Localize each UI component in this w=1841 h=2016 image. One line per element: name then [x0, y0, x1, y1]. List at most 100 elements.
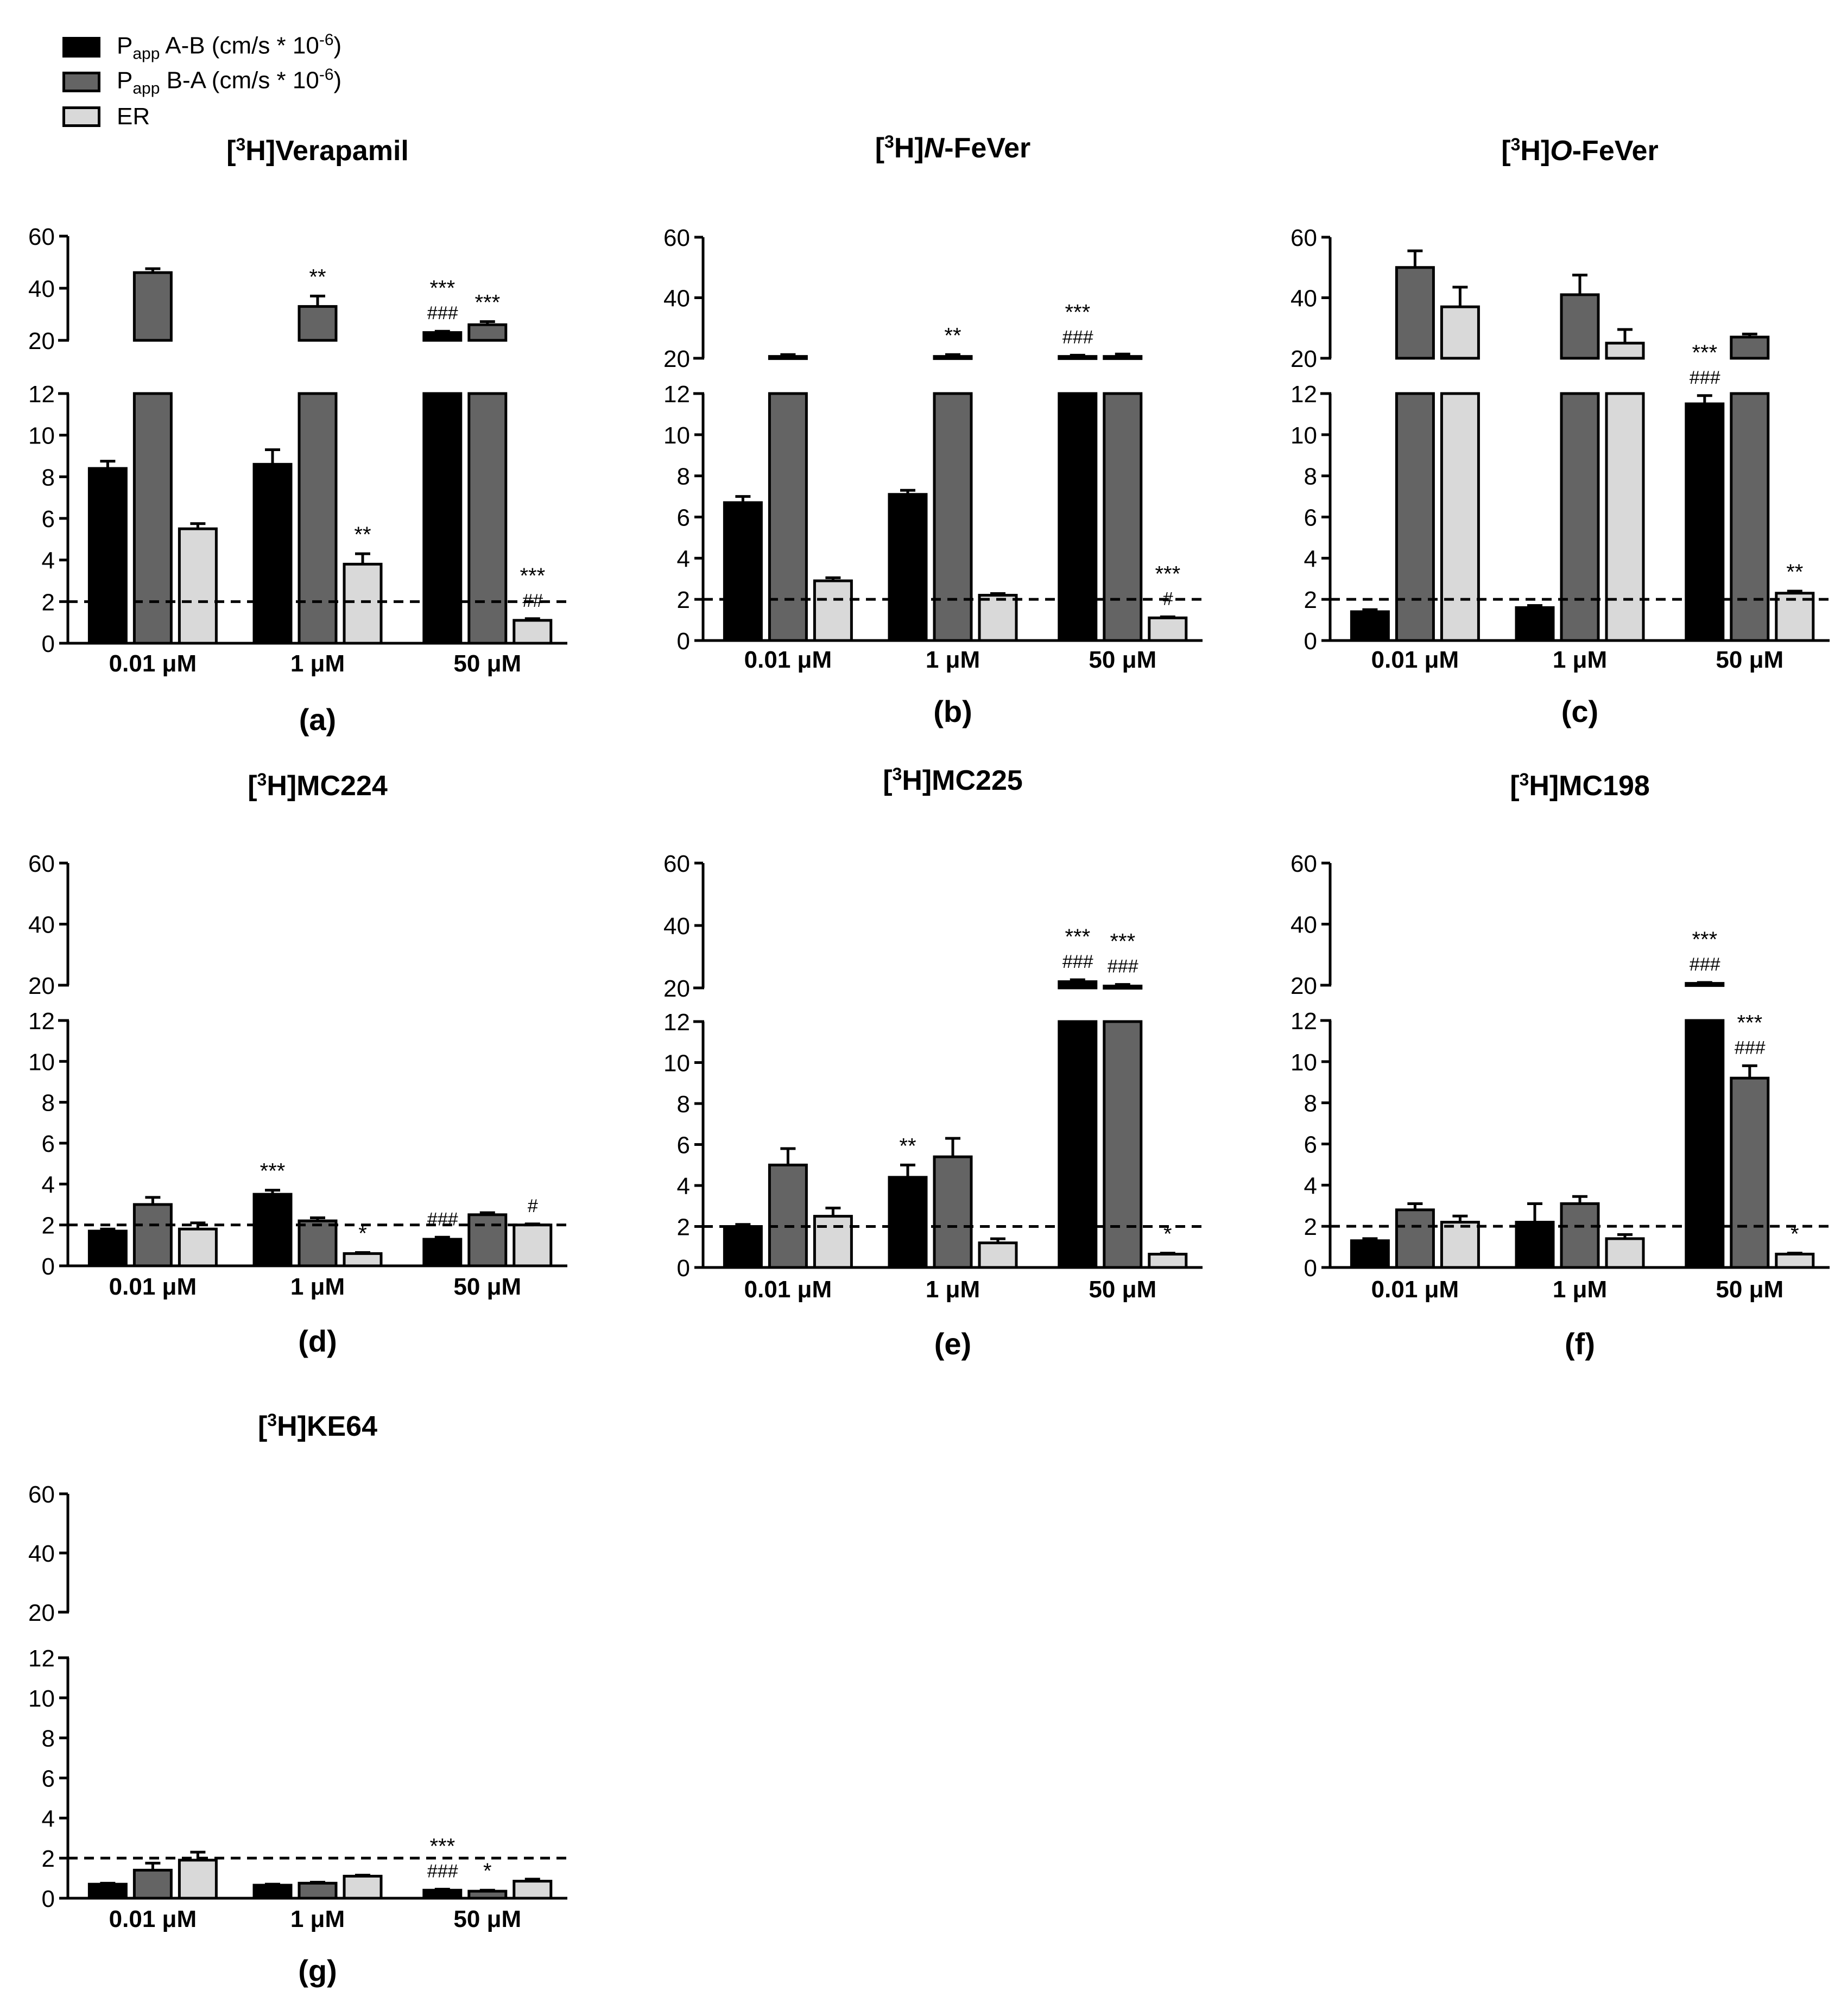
bar [513, 1880, 553, 1900]
y-tick-label: 40 [1290, 912, 1317, 939]
y-tick-label: 12 [28, 1645, 55, 1672]
bar [513, 619, 553, 645]
bar-group [1605, 328, 1645, 642]
y-tick-label: 0 [677, 628, 690, 655]
significance-label: ### [1062, 327, 1093, 347]
significance-label: ** [309, 265, 326, 289]
y-tick-label: 20 [28, 1600, 55, 1626]
bar-group [1395, 1202, 1435, 1269]
bar [1560, 1202, 1600, 1269]
y-tick-label: 60 [1290, 851, 1317, 877]
y-tick-label: 40 [28, 276, 55, 302]
bar [132, 271, 173, 342]
bar [422, 1238, 463, 1267]
y-tick-label: 20 [28, 328, 55, 354]
bar [343, 562, 383, 645]
significance-label: * [483, 1859, 492, 1883]
significance-label: * [358, 1222, 367, 1246]
bar [87, 467, 128, 645]
y-tick-label: 8 [1304, 464, 1317, 490]
bar-group [1515, 604, 1555, 642]
bar-group [87, 1227, 128, 1267]
bar-group [252, 1189, 293, 1267]
panel-label: (d) [298, 1324, 337, 1358]
bar [933, 1155, 973, 1269]
bar-group [1058, 978, 1098, 1269]
bar-group [467, 1211, 508, 1267]
bar [1058, 1020, 1098, 1269]
significance-label: * [1791, 1222, 1799, 1246]
y-tick-label: 0 [677, 1255, 690, 1282]
y-tick-label: 12 [663, 381, 690, 408]
x-tick-label: 1 μM [926, 1276, 980, 1303]
y-tick-label: 12 [1290, 1008, 1317, 1035]
bar [178, 527, 218, 645]
chart-panel: [3H]MC198 0 2 4 6 8 10 12 20 40 60 0.01 μM 1 μM 50 μM… [1290, 770, 1830, 1361]
bar-group [1395, 249, 1435, 642]
bar [467, 1890, 508, 1900]
legend-swatch-er [62, 106, 100, 127]
significance-label: # [527, 1196, 538, 1216]
legend-label-ab: Papp A-B (cm/s * 10-6) [117, 31, 342, 63]
bar [978, 594, 1018, 642]
bar [467, 392, 508, 645]
x-tick-label: 50 μM [1089, 1276, 1156, 1303]
bar-group [1560, 1195, 1600, 1269]
bar-group [298, 1880, 338, 1900]
significance-label: ### [1062, 952, 1093, 972]
y-tick-label: 6 [42, 506, 55, 532]
bar [1395, 392, 1435, 642]
bar [1148, 1252, 1188, 1269]
chart-title: [3H]MC225 [883, 764, 1023, 796]
bar-group [422, 329, 463, 645]
bar-group [467, 1888, 508, 1900]
bar [1058, 980, 1098, 990]
bar [768, 1163, 808, 1269]
bar [1440, 305, 1480, 360]
bar-group [87, 460, 128, 645]
bar [343, 1874, 383, 1900]
y-tick-label: 10 [28, 423, 55, 449]
significance-label: ### [1107, 956, 1138, 977]
x-tick-label: 1 μM [290, 1273, 345, 1300]
bar-group [132, 267, 173, 645]
bar [87, 1882, 128, 1900]
x-tick-label: 1 μM [1553, 646, 1607, 673]
y-tick-label: 0 [1304, 628, 1317, 655]
bar-group [1515, 1202, 1555, 1269]
bar [298, 1219, 338, 1267]
bar [343, 1252, 383, 1267]
bar [813, 579, 853, 642]
y-tick-label: 60 [28, 224, 55, 250]
bar-group [1775, 1251, 1815, 1269]
legend-label-ba: Papp B-A (cm/s * 10-6) [117, 66, 342, 98]
significance-label: *** [520, 564, 545, 588]
y-tick-label: 10 [1290, 422, 1317, 449]
significance-label: *** [1737, 1011, 1762, 1035]
legend-label-er: ER [117, 103, 150, 130]
bar-group [132, 1196, 173, 1267]
y-tick-label: 0 [42, 1886, 55, 1912]
bar-group [933, 1137, 973, 1269]
bar [1775, 592, 1815, 642]
bar-group [1350, 1237, 1390, 1269]
bar [178, 1227, 218, 1267]
significance-label: *** [1065, 300, 1090, 324]
legend-item-ab: Papp A-B (cm/s * 10-6) [62, 30, 341, 65]
y-tick-label: 6 [42, 1131, 55, 1157]
bar [1685, 402, 1725, 642]
bar-group [1350, 608, 1390, 642]
bar-group [422, 1887, 463, 1900]
bar-group [343, 552, 383, 645]
bar [1058, 392, 1098, 642]
chart-panel: [3H]N-FeVer 0 2 4 6 8 10 12 20 40 60 0.01 μM 1 μM 50 … [663, 132, 1203, 728]
panel-label: (c) [1561, 694, 1598, 728]
significance-label: *** [1065, 925, 1090, 949]
bar [298, 305, 338, 342]
bar [1685, 1019, 1725, 1269]
legend-swatch-ab [62, 37, 100, 58]
significance-label: *** [1110, 930, 1135, 954]
bar [768, 355, 808, 360]
chart-panel: [3H]MC225 0 2 4 6 8 10 12 20 40 60 0.01 μM 1 μM 50 μM… [663, 764, 1203, 1361]
